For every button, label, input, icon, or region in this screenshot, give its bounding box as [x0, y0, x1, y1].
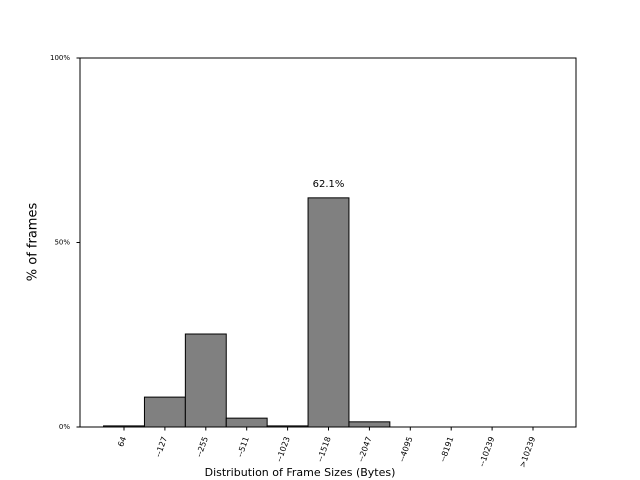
value-label: 62.1%: [313, 179, 345, 190]
plot-frame: [79, 57, 577, 428]
bar: [307, 197, 350, 428]
bar: [143, 396, 186, 428]
bar: [184, 333, 227, 428]
x-axis-label: Distribution of Frame Sizes (Bytes): [205, 466, 396, 479]
y-tick-label: 0%: [59, 423, 70, 431]
bar: [348, 421, 391, 428]
y-tick-label: 50%: [54, 239, 70, 247]
y-axis-label: % of frames: [26, 203, 41, 282]
y-tick-label: 100%: [50, 54, 70, 62]
bar: [225, 417, 268, 428]
x-tick-label: 64: [116, 435, 128, 448]
